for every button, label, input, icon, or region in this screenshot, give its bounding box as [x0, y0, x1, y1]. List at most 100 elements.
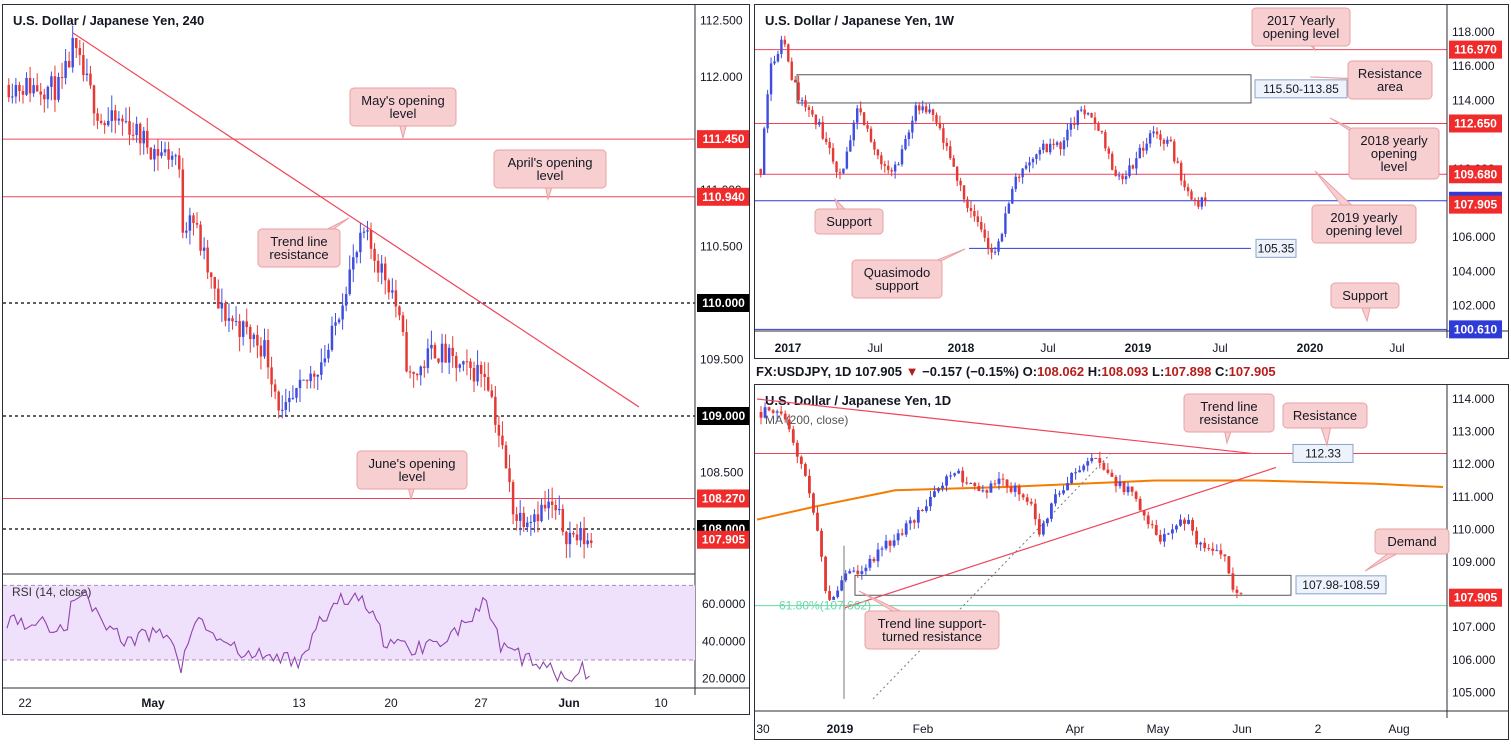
price-4h-candle: [561, 508, 565, 532]
price-1w-candle: [852, 122, 855, 141]
price-1w-candle: [1114, 169, 1117, 176]
price-axis-bg: [695, 5, 749, 695]
price-1d-candle: [1154, 525, 1158, 535]
price-4h-candle: [362, 231, 366, 233]
price-1d-candle: [1187, 519, 1190, 524]
price-4h-candle: [60, 76, 64, 78]
chart-title-1w: U.S. Dollar / Japanese Yen, 1W: [765, 13, 955, 28]
price-4h-candle: [99, 120, 103, 124]
price-4h-candle: [440, 343, 444, 363]
price-1d-candle: [977, 486, 981, 491]
price-1d-candle: [1235, 589, 1239, 593]
price-4h-candle: [554, 504, 557, 511]
zone-label-tag: [1254, 79, 1348, 99]
price-1d-candle: [1106, 469, 1110, 473]
price-1d-candle: [961, 470, 965, 483]
price-tick: 109.000: [1452, 555, 1496, 569]
price-1d-candle: [1086, 461, 1090, 466]
price-1d-candle: [1195, 530, 1199, 545]
time-tick: Apr: [1066, 722, 1085, 736]
resistance-label-tag: [1292, 443, 1354, 463]
price-1w-candle: [1138, 147, 1142, 159]
price-1d-candle: [812, 493, 815, 513]
price-4h-candle: [192, 215, 195, 224]
callout-resistance-text: Resistance: [1293, 408, 1357, 423]
chart-4h-svg[interactable]: 112.500112.000111.000110.500109.500108.5…: [3, 5, 750, 715]
zone-label-tag-label: 115.50-113.85: [1263, 82, 1339, 96]
price-1w-tag-label: 112.650: [1454, 116, 1497, 130]
callout-demand-box: [1374, 528, 1450, 555]
time-tick: Jul: [1040, 341, 1055, 355]
price-4h-candle: [586, 540, 589, 545]
price-4h-candle: [547, 501, 550, 509]
chart-title-4h: U.S. Dollar / Japanese Yen, 240: [13, 13, 205, 28]
chart-1w-svg[interactable]: 118.000116.000114.000110.000106.000104.0…: [755, 5, 1509, 359]
price-4h-candle: [479, 364, 483, 374]
price-4h-candle: [160, 152, 163, 156]
price-1w-tag-label: 107.905: [1454, 198, 1498, 212]
chart-panel-1d[interactable]: U.S. Dollar / Japanese Yen, 1D MA (200, …: [754, 384, 1509, 740]
price-4h-tag: [697, 294, 749, 312]
price-1d-candle: [1005, 479, 1009, 487]
price-4h-candle: [540, 504, 543, 522]
price-1d-candle: [1033, 503, 1037, 520]
price-4h-candle: [128, 121, 131, 135]
price-4h-candle: [64, 60, 67, 78]
price-4h-candle: [522, 512, 525, 528]
price-1w-candle: [1166, 139, 1169, 144]
time-tick: 2019: [827, 722, 854, 736]
demand-label-tag-label: 107.98-108.59: [1302, 578, 1380, 592]
price-1d-candle: [856, 570, 860, 574]
price-4h-candle: [430, 344, 433, 349]
price-1d-candle: [803, 463, 807, 476]
price-4h-candle: [575, 534, 579, 541]
price-4h-candle: [447, 347, 451, 363]
ma-200-line: [756, 479, 1444, 521]
chart-1d-svg[interactable]: 114.000 113.000 112.000 111.000 110.000 109.0…: [755, 385, 1509, 740]
price-1w-candle: [1159, 134, 1162, 140]
price-1w-candle: [942, 128, 945, 143]
chart-panel-1w[interactable]: U.S. Dollar / Japanese Yen, 1W 118.000 11…: [754, 4, 1509, 359]
price-1d-candle: [953, 473, 957, 476]
price-1w-candle: [983, 229, 986, 238]
price-1w-candle: [1190, 191, 1193, 200]
callout-trend-box: [257, 228, 341, 268]
price-4h-candle: [25, 77, 28, 95]
price-1w-candle: [828, 142, 831, 149]
price-1d-candle: [1102, 462, 1106, 470]
price-4h-candle: [501, 435, 504, 446]
price-1w-candle: [838, 172, 842, 174]
price-4h-candle: [405, 332, 408, 372]
price-4h-candle: [288, 397, 291, 403]
dotted-trend-line: [872, 454, 1111, 700]
price-4h-candle: [355, 252, 359, 258]
price-1d-candle: [759, 412, 763, 418]
callout-demand-text: Demand: [1387, 534, 1436, 549]
price-1d-candle: [1130, 486, 1134, 492]
price-1d-candle: [973, 483, 977, 487]
price-4h-candle: [280, 409, 284, 411]
price-1w-candle: [997, 241, 1000, 252]
price-4h-candle: [408, 371, 412, 373]
qm-label-tag: [1255, 238, 1297, 258]
price-4h-candle: [387, 280, 391, 293]
resistance-label-tag-label: 112.33: [1305, 446, 1341, 460]
price-4h-candle: [231, 318, 234, 322]
chart-panel-4h[interactable]: U.S. Dollar / Japanese Yen, 240 112.500 1…: [2, 4, 750, 715]
price-1w-candle: [769, 63, 773, 95]
demand-zone: [854, 574, 1292, 596]
rsi-band: [3, 585, 695, 660]
price-1w-candle: [1183, 180, 1186, 188]
time-tick: Jul: [1389, 341, 1404, 355]
price-1d-candle: [1138, 498, 1142, 511]
price-1d-candle: [1215, 550, 1219, 552]
callout-june-text: level: [399, 469, 426, 484]
callout-trend-text: resistance: [269, 247, 328, 262]
time-tick: 27: [474, 696, 488, 710]
time-tick: 2: [1315, 722, 1322, 736]
price-4h-candle: [426, 348, 430, 368]
price-4h-candle: [565, 531, 568, 545]
time-tick: 2017: [775, 341, 802, 355]
price-1w-candle: [1193, 199, 1197, 201]
price-4h-candle: [391, 290, 394, 293]
